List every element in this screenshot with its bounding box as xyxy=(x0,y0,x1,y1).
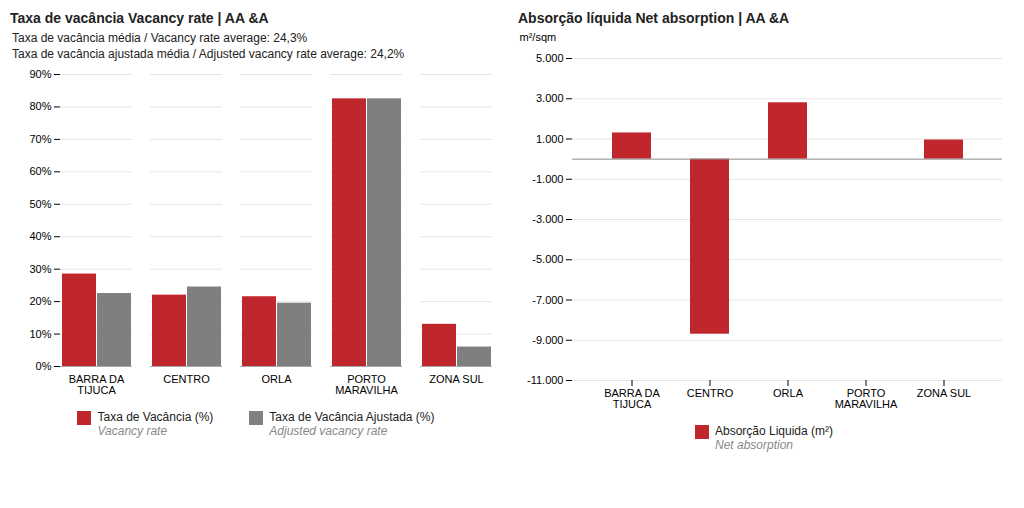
svg-text:50%: 50% xyxy=(29,198,51,210)
html-text:Taxa de Vacância Ajustada (%): Taxa de Vacância Ajustada (%) xyxy=(269,410,435,424)
html-text:Vacancy rate: Vacancy rate xyxy=(97,424,168,438)
svg-text:-11.000: -11.000 xyxy=(527,374,564,386)
svg-text:BARRA DATIJUCA: BARRA DATIJUCA xyxy=(69,373,125,396)
svg-text:1.000: 1.000 xyxy=(536,133,564,145)
svg-text:CENTRO: CENTRO xyxy=(163,373,210,385)
html-text:Net absorption: Net absorption xyxy=(715,438,793,452)
svg-text:PORTOMARAVILHA: PORTOMARAVILHA xyxy=(835,387,898,410)
svg-text:-7.000: -7.000 xyxy=(532,294,563,306)
svg-text:80%: 80% xyxy=(29,100,51,112)
svg-text:90%: 90% xyxy=(29,68,51,80)
svg-text:CENTRO: CENTRO xyxy=(687,387,734,399)
svg-text:ZONA SUL: ZONA SUL xyxy=(917,387,971,399)
svg-text:-3.000: -3.000 xyxy=(532,213,563,225)
svg-text:-5.000: -5.000 xyxy=(532,253,563,265)
html-text:Absorção Liquida (m²): Absorção Liquida (m²) xyxy=(715,424,833,438)
svg-text:3.000: 3.000 xyxy=(536,92,564,104)
html-text:Taxa de vacância Vacancy rate: Taxa de vacância Vacancy rate | AA &A xyxy=(10,10,269,26)
svg-text:m²/sqm: m²/sqm xyxy=(520,31,557,43)
html-text:Absorção líquida Net absorptio: Absorção líquida Net absorption | AA &A xyxy=(518,10,790,26)
svg-text:10%: 10% xyxy=(29,328,51,340)
svg-text:-1.000: -1.000 xyxy=(532,173,563,185)
svg-text:PORTOMARAVILHA: PORTOMARAVILHA xyxy=(335,373,398,396)
svg-text:ZONA SUL: ZONA SUL xyxy=(429,373,483,385)
svg-text:BARRA DATIJUCA: BARRA DATIJUCA xyxy=(604,387,660,410)
svg-text:30%: 30% xyxy=(29,263,51,275)
svg-text:0%: 0% xyxy=(36,360,52,372)
svg-text:ORLA: ORLA xyxy=(773,387,804,399)
svg-text:70%: 70% xyxy=(29,133,51,145)
html-text:Taxa de Vacância (%): Taxa de Vacância (%) xyxy=(97,410,214,424)
svg-text:20%: 20% xyxy=(29,295,51,307)
html-text:Taxa de vacância ajustada médi: Taxa de vacância ajustada média / Adjust… xyxy=(12,47,405,61)
svg-text:5.000: 5.000 xyxy=(536,52,564,64)
svg-text:-9.000: -9.000 xyxy=(532,334,563,346)
svg-text:40%: 40% xyxy=(29,230,51,242)
svg-text:ORLA: ORLA xyxy=(262,373,293,385)
html-text:Taxa de vacância média / Vacan: Taxa de vacância média / Vacancy rate av… xyxy=(12,31,308,45)
html-text:Adjusted vacancy rate: Adjusted vacancy rate xyxy=(269,424,388,438)
svg-text:60%: 60% xyxy=(29,165,51,177)
